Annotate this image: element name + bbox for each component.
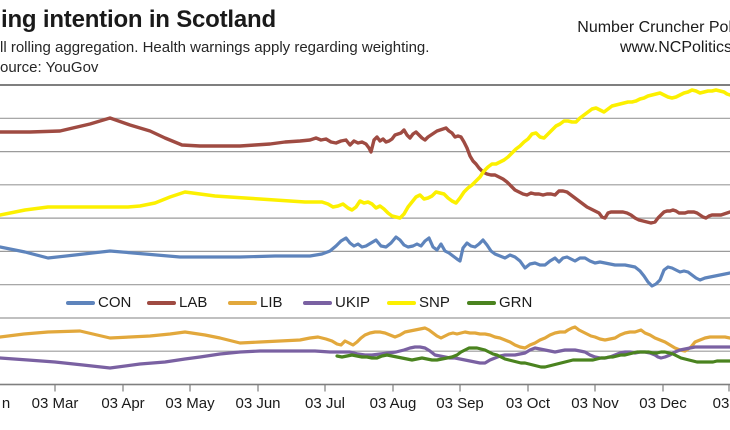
x-tick-label: 03 Jul [304,395,346,412]
chart-subtitle: ll rolling aggregation. Health warnings … [0,39,430,56]
series-line-lib [0,325,730,353]
legend-item-lab: LAB [147,294,207,311]
x-tick-label: 03 Oct [505,395,551,412]
page-title: ing intention in Scotland [1,6,276,33]
series-line-grn [335,346,730,369]
x-tick-label: 03 Mar [31,395,79,412]
series-line-lab [0,116,730,225]
brand-name: Number Cruncher Pol [577,19,730,36]
x-tick-label: 03 Sep [436,395,484,412]
brand-url: www.NCPolitics [619,39,730,56]
legend-label-con: CON [98,294,132,311]
legend-swatch-ukip [303,300,332,305]
legend-label-ukip: UKIP [335,294,371,311]
x-tick-label: 03 Nov [571,395,619,412]
x-tick-label: 03 [712,395,730,412]
x-tick-label: 03 May [165,395,215,412]
legend-item-lib: LIB [228,294,283,311]
legend-item-snp: SNP [387,294,450,311]
series-line-ukip [0,345,730,370]
legend-swatch-con [66,300,95,305]
x-tick-label: 03 Aug [369,395,417,412]
x-tick-label: 03 Apr [101,395,145,412]
legend-swatch-lib [228,300,257,305]
legend-swatch-grn [467,300,496,305]
x-tick-label: n [1,395,11,412]
chart-source: ource: YouGov [0,59,99,76]
legend-label-snp: SNP [419,294,450,311]
legend-label-lab: LAB [179,294,208,311]
x-tick-label: 03 Dec [639,395,687,412]
legend-item-grn: GRN [467,294,532,311]
legend-item-con: CON [66,294,131,311]
series-line-snp [0,88,730,220]
legend-label-lib: LIB [260,294,283,311]
legend-item-ukip: UKIP [303,294,370,311]
legend-swatch-lab [147,300,176,305]
x-tick-label: 03 Jun [235,395,281,412]
legend-label-grn: GRN [499,294,533,311]
legend-swatch-snp [387,300,416,305]
series-line-con [0,235,730,288]
